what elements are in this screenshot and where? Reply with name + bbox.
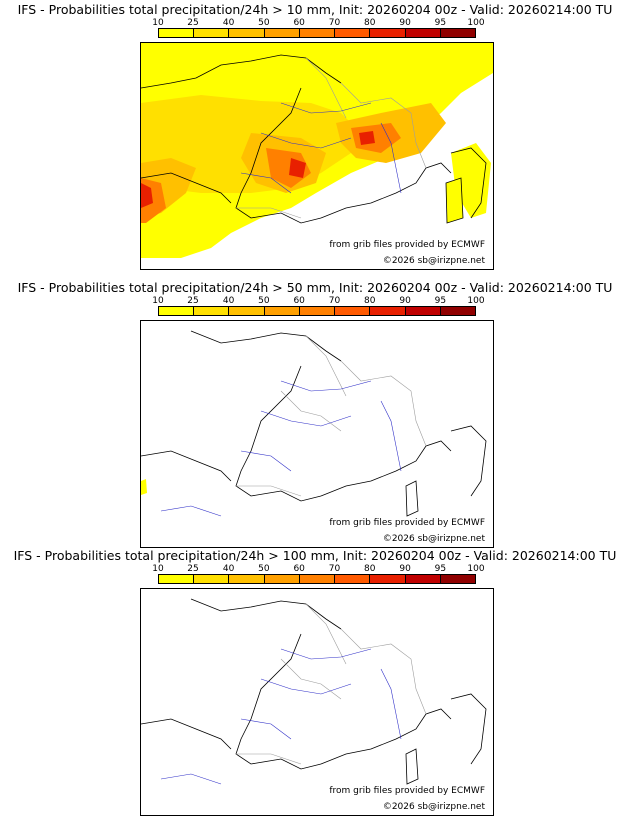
precip-area-10 [141,479,147,495]
colorbar-swatch [159,575,195,583]
colorbar-tick: 40 [222,296,235,306]
coastlines [141,598,487,785]
copyright-credit: ©2026 sb@irizpne.net [380,802,487,813]
country-borders [236,57,427,219]
colorbar-tick: 70 [328,564,341,574]
map-panel-10mm: IFS - Probabilities total precipitation/… [0,2,630,270]
rivers [160,648,402,785]
colorbar-swatch [335,307,371,315]
colorbar-tick: 10 [152,564,164,574]
colorbar-swatch [440,575,475,583]
colorbar-tick: 95 [434,18,447,28]
panel-title: IFS - Probabilities total precipitation/… [17,2,613,17]
colorbar-swatch [405,307,441,315]
precip-area-80b [141,183,153,208]
colorbar-swatch [229,29,265,37]
country-borders [236,335,427,497]
colorbar-tick: 50 [258,564,270,574]
colorbar-swatch [229,307,265,315]
colorbar-swatch [264,307,300,315]
colorbar-tick: 25 [187,564,199,574]
colorbar-tick: 40 [222,18,235,28]
colorbar-swatch [194,29,230,37]
colorbar-swatch [194,575,230,583]
map-canvas [141,43,493,258]
colorbar-swatch [159,29,195,37]
colorbar-swatch [264,575,300,583]
colorbar-tick: 25 [187,18,199,28]
colorbar-tick: 60 [293,296,305,306]
colorbar-swatch [299,575,336,583]
precipitation-map: from grib files provided by ECMWF ©2026 … [140,588,494,816]
colorbar-ticks: 10 25 40 50 60 70 80 90 95 100 [152,564,484,574]
colorbar-swatch [159,307,195,315]
colorbar-tick: 100 [467,296,485,306]
colorbar-tick: 50 [258,296,270,306]
colorbar-swatch [440,307,475,315]
source-credit: from grib files provided by ECMWF [327,518,487,529]
colorbar-swatch [405,575,441,583]
map-canvas [141,598,487,785]
colorbar-tick: 90 [399,18,411,28]
colorbar-swatch [299,307,336,315]
colorbar-swatch [264,29,300,37]
colorbar-tick: 60 [293,18,305,28]
colorbar-ticks: 10 25 40 50 60 70 80 90 95 100 [152,18,484,28]
precipitation-field [141,43,493,258]
colorbar-tick: 25 [187,296,199,306]
colorbar-tick: 10 [152,296,164,306]
colorbar-tick: 95 [434,564,447,574]
colorbar-swatch [335,29,371,37]
colorbar-swatch [194,307,230,315]
colorbar-swatch [299,29,336,37]
country-borders [236,603,427,765]
colorbar-tick: 70 [328,296,341,306]
colorbar [158,306,476,316]
colorbar-tick: 70 [328,18,341,28]
copyright-credit: ©2026 sb@irizpne.net [380,256,487,267]
map-panel-50mm: IFS - Probabilities total precipitation/… [0,280,630,548]
colorbar-tick: 80 [364,296,376,306]
precip-area-60 [266,148,311,188]
panel-title: IFS - Probabilities total precipitation/… [13,548,617,563]
precipitation-map: from grib files provided by ECMWF ©2026 … [140,320,494,548]
colorbar [158,574,476,584]
colorbar-tick: 40 [222,564,235,574]
precipitation-field [141,479,147,495]
map-canvas [141,330,487,517]
precip-area-italy [451,143,491,218]
colorbar-tick: 100 [467,564,485,574]
colorbar-tick: 100 [467,18,485,28]
colorbar-swatch [335,575,371,583]
source-credit: from grib files provided by ECMWF [327,240,487,251]
colorbar-tick: 90 [399,296,411,306]
colorbar-swatch [370,29,406,37]
precip-area-60b [351,123,401,153]
precipitation-map: from grib files provided by ECMWF ©2026 … [140,42,494,270]
colorbar-swatch [370,307,406,315]
source-credit: from grib files provided by ECMWF [327,786,487,797]
rivers [160,380,402,517]
colorbar-tick: 90 [399,564,411,574]
copyright-credit: ©2026 sb@irizpne.net [380,534,487,545]
colorbar-tick: 60 [293,564,305,574]
map-panel-100mm: IFS - Probabilities total precipitation/… [0,548,630,816]
colorbar-swatch [370,575,406,583]
colorbar-tick: 80 [364,564,376,574]
colorbar-tick: 95 [434,296,447,306]
colorbar-ticks: 10 25 40 50 60 70 80 90 95 100 [152,296,484,306]
coastlines [141,330,487,517]
coastlines [141,54,487,224]
panel-title: IFS - Probabilities total precipitation/… [17,280,613,295]
colorbar-swatch [405,29,441,37]
rivers [240,102,402,194]
colorbar-tick: 10 [152,18,164,28]
colorbar-swatch [440,29,475,37]
colorbar-tick: 80 [364,18,376,28]
colorbar-swatch [229,575,265,583]
precip-area-80c [359,131,375,145]
colorbar [158,28,476,38]
precip-area-80 [289,158,306,178]
colorbar-tick: 50 [258,18,270,28]
